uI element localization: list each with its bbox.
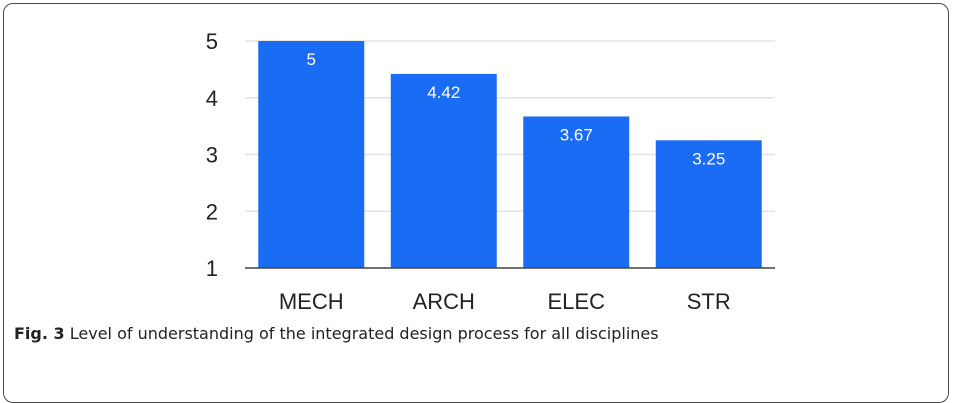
caption-text: Level of understanding of the integrated… — [69, 324, 659, 343]
label-layer: 5 4.42 3.67 3.25 — [307, 50, 726, 168]
bar-value-label: 3.67 — [560, 125, 593, 144]
y-tick-label: 3 — [206, 143, 218, 168]
bar-value-label: 5 — [307, 50, 316, 69]
x-tick-label: ARCH — [413, 289, 475, 314]
figure-number: Fig. 3 — [14, 324, 65, 343]
axis-layer: 1 2 3 4 5 MECH ARCH ELEC STR — [206, 29, 775, 314]
x-tick-label: ELEC — [548, 289, 606, 314]
bar — [390, 73, 497, 268]
y-tick-label: 2 — [206, 199, 218, 224]
y-tick-label: 1 — [206, 256, 218, 281]
bar-value-label: 4.42 — [427, 83, 460, 102]
bar-value-label: 3.25 — [692, 149, 725, 168]
x-tick-label: MECH — [279, 289, 344, 314]
x-tick-label: STR — [687, 289, 731, 314]
bar — [258, 41, 365, 268]
bar-chart: 5 4.42 3.67 3.25 1 2 3 4 5 MECH ARCH ELEC STR — [206, 29, 775, 314]
bar-layer — [258, 41, 762, 268]
figure-caption: Fig. 3 Level of understanding of the int… — [14, 324, 659, 343]
y-tick-label: 4 — [206, 86, 218, 111]
y-tick-label: 5 — [206, 29, 218, 54]
bar — [523, 116, 630, 268]
bar — [655, 140, 762, 268]
